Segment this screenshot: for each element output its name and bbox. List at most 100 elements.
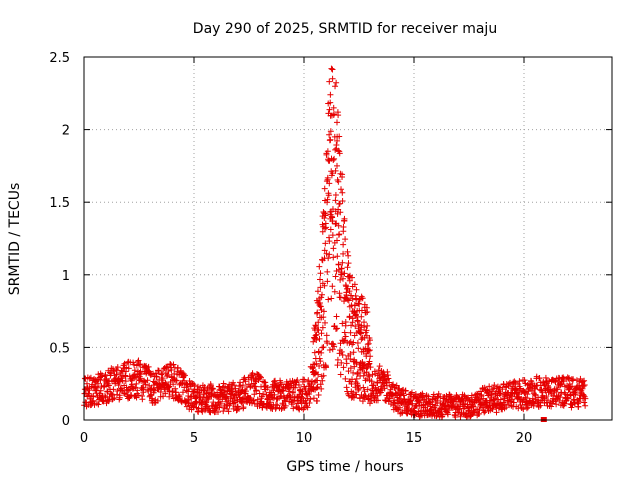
data-point xyxy=(282,402,289,409)
data-point xyxy=(321,225,328,232)
data-point xyxy=(162,390,169,397)
data-point xyxy=(430,391,437,398)
data-point xyxy=(321,185,328,192)
data-point xyxy=(137,361,144,368)
data-point xyxy=(361,323,368,330)
data-point xyxy=(490,385,497,392)
data-point xyxy=(201,398,208,405)
data-point xyxy=(250,397,257,404)
data-point xyxy=(327,136,334,143)
data-point xyxy=(316,300,323,307)
data-point xyxy=(111,395,118,402)
data-point xyxy=(343,384,350,391)
data-point xyxy=(366,373,373,380)
data-point xyxy=(330,104,337,111)
data-point xyxy=(256,373,263,380)
data-point xyxy=(448,393,455,400)
data-point xyxy=(214,408,221,415)
data-point xyxy=(312,326,318,333)
data-point xyxy=(350,394,357,401)
data-point xyxy=(155,367,162,374)
data-point xyxy=(320,372,327,379)
data-point xyxy=(324,278,331,285)
data-point xyxy=(134,387,141,394)
data-point xyxy=(121,360,128,367)
data-point xyxy=(497,390,504,397)
data-point xyxy=(316,276,323,283)
data-point xyxy=(524,391,531,398)
data-point xyxy=(332,220,339,227)
data-point xyxy=(336,231,343,238)
data-point xyxy=(567,392,574,399)
data-point xyxy=(366,347,373,354)
data-point xyxy=(366,358,373,365)
chart-title: Day 290 of 2025, SRMTID for receiver maj… xyxy=(193,21,497,37)
data-point xyxy=(507,379,514,386)
data-point xyxy=(361,388,368,395)
data-point xyxy=(505,381,512,388)
data-point xyxy=(133,380,140,387)
data-point xyxy=(137,371,144,378)
data-point xyxy=(367,353,374,360)
data-point xyxy=(408,389,415,396)
data-point xyxy=(386,379,393,386)
data-point xyxy=(349,308,356,315)
data-point xyxy=(349,315,356,322)
data-point xyxy=(402,387,409,394)
data-point xyxy=(581,381,588,388)
data-point xyxy=(315,371,322,378)
data-point xyxy=(391,399,398,406)
data-point xyxy=(501,401,508,408)
data-point xyxy=(341,329,348,336)
data-point xyxy=(249,371,256,378)
data-point xyxy=(329,170,336,177)
data-point xyxy=(340,241,347,248)
data-point xyxy=(144,377,151,384)
data-point xyxy=(579,378,586,385)
data-point xyxy=(327,91,334,98)
data-point xyxy=(332,167,339,174)
data-point xyxy=(363,327,370,334)
data-point xyxy=(417,397,424,404)
data-point xyxy=(332,83,339,90)
data-point xyxy=(481,409,488,416)
data-point xyxy=(252,383,259,390)
data-point xyxy=(332,326,339,333)
data-point xyxy=(330,110,337,117)
data-point xyxy=(330,254,337,261)
data-point xyxy=(320,308,327,315)
data-point xyxy=(354,318,361,325)
data-point xyxy=(492,404,499,411)
data-point xyxy=(200,386,207,393)
data-point xyxy=(279,388,286,395)
data-point xyxy=(123,364,130,371)
data-point xyxy=(237,382,244,389)
data-point xyxy=(204,403,211,410)
data-point xyxy=(139,396,146,403)
data-point xyxy=(444,411,451,418)
data-point xyxy=(216,383,223,390)
data-point xyxy=(575,399,582,406)
data-point xyxy=(350,349,357,356)
data-point xyxy=(521,377,528,384)
data-point xyxy=(338,359,345,366)
data-point xyxy=(445,407,452,414)
data-point xyxy=(511,378,518,385)
data-point xyxy=(542,374,549,381)
data-point xyxy=(339,275,346,282)
data-point xyxy=(336,148,343,155)
data-point xyxy=(312,370,319,377)
data-point xyxy=(554,386,561,393)
data-point xyxy=(326,347,333,354)
data-point xyxy=(335,206,342,213)
data-point xyxy=(348,274,355,281)
data-point xyxy=(326,78,333,85)
data-point xyxy=(313,331,320,338)
data-point xyxy=(356,395,363,402)
data-point xyxy=(318,349,325,356)
data-point xyxy=(154,397,161,404)
data-point xyxy=(358,313,365,320)
data-point xyxy=(199,408,206,415)
data-point xyxy=(90,392,97,399)
data-point xyxy=(114,364,121,371)
